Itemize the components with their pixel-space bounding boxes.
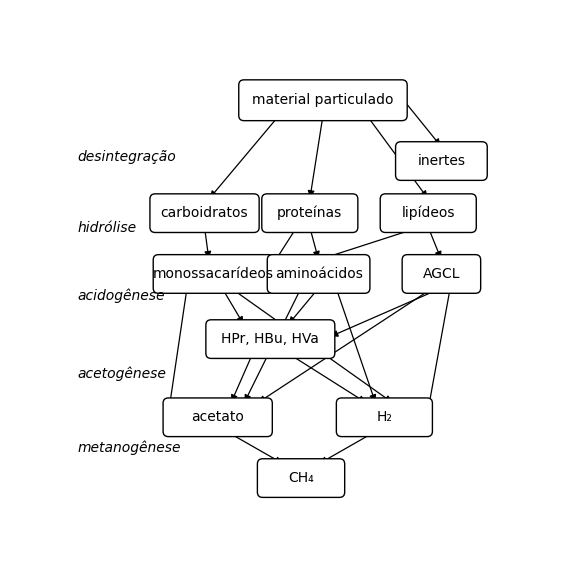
Text: lipídeos: lipídeos (401, 206, 455, 221)
Text: inertes: inertes (417, 154, 465, 168)
Text: acetogênese: acetogênese (78, 367, 166, 381)
FancyBboxPatch shape (402, 254, 481, 293)
Text: proteínas: proteínas (277, 206, 342, 221)
FancyBboxPatch shape (267, 254, 370, 293)
FancyBboxPatch shape (258, 459, 345, 497)
FancyBboxPatch shape (163, 398, 272, 437)
FancyBboxPatch shape (396, 142, 487, 180)
Text: HPr, HBu, HVa: HPr, HBu, HVa (221, 332, 319, 346)
Text: AGCL: AGCL (423, 267, 460, 281)
Text: aminoácidos: aminoácidos (275, 267, 363, 281)
FancyBboxPatch shape (380, 194, 476, 232)
Text: acetato: acetato (191, 410, 244, 424)
Text: carboidratos: carboidratos (161, 206, 248, 220)
Text: material particulado: material particulado (252, 93, 394, 107)
Text: hidrólise: hidrólise (78, 221, 136, 235)
Text: monossacarídeos: monossacarídeos (153, 267, 274, 281)
Text: desintegração: desintegração (78, 149, 176, 164)
Text: H₂: H₂ (376, 410, 392, 424)
FancyBboxPatch shape (206, 320, 335, 359)
FancyBboxPatch shape (153, 254, 273, 293)
FancyBboxPatch shape (239, 80, 407, 121)
FancyBboxPatch shape (150, 194, 259, 232)
Text: CH₄: CH₄ (288, 471, 314, 485)
FancyBboxPatch shape (336, 398, 432, 437)
Text: acidogênese: acidogênese (78, 288, 165, 303)
Text: metanogênese: metanogênese (78, 440, 181, 455)
FancyBboxPatch shape (262, 194, 358, 232)
